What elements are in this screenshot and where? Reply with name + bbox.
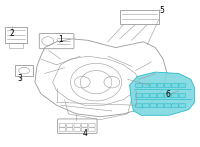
FancyBboxPatch shape (150, 84, 157, 87)
Text: 6: 6 (166, 90, 170, 99)
FancyBboxPatch shape (136, 94, 142, 97)
FancyBboxPatch shape (157, 104, 164, 108)
Text: 1: 1 (58, 35, 63, 44)
Text: 4: 4 (83, 129, 88, 138)
FancyBboxPatch shape (172, 104, 178, 108)
FancyBboxPatch shape (179, 84, 186, 87)
FancyBboxPatch shape (143, 84, 149, 87)
Text: 3: 3 (18, 74, 23, 83)
FancyBboxPatch shape (150, 104, 157, 108)
FancyBboxPatch shape (172, 84, 178, 87)
FancyBboxPatch shape (164, 104, 171, 108)
FancyBboxPatch shape (179, 94, 186, 97)
Text: 5: 5 (160, 6, 165, 15)
FancyBboxPatch shape (150, 94, 157, 97)
Polygon shape (130, 72, 195, 115)
FancyBboxPatch shape (157, 84, 164, 87)
FancyBboxPatch shape (157, 94, 164, 97)
FancyBboxPatch shape (164, 84, 171, 87)
FancyBboxPatch shape (136, 84, 142, 87)
FancyBboxPatch shape (136, 104, 142, 108)
FancyBboxPatch shape (143, 94, 149, 97)
FancyBboxPatch shape (143, 104, 149, 108)
FancyBboxPatch shape (172, 94, 178, 97)
Text: 2: 2 (10, 29, 15, 38)
FancyBboxPatch shape (164, 94, 171, 97)
FancyBboxPatch shape (179, 104, 186, 108)
